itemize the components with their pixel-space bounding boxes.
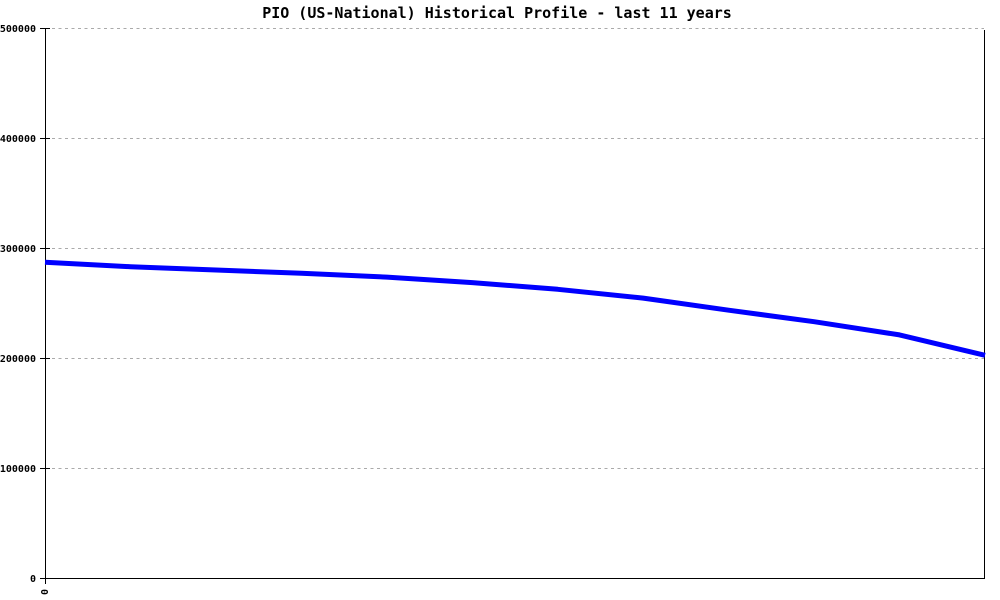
- y-tick-label: 200000: [0, 354, 36, 365]
- grid-and-axes: [40, 28, 985, 584]
- y-tick-label: 0: [30, 574, 36, 585]
- y-tick-label: 100000: [0, 464, 36, 475]
- y-tick-label: 400000: [0, 134, 36, 145]
- profile-line: [44, 259, 986, 358]
- plot-layer: 0 100000 200000 300000 400000 500000 0: [0, 24, 986, 595]
- y-tick-label: 300000: [0, 244, 36, 255]
- x-tick-label: 0: [40, 589, 51, 595]
- chart-title: PIO (US-National) Historical Profile - l…: [262, 4, 732, 22]
- y-tick-label: 500000: [0, 24, 36, 35]
